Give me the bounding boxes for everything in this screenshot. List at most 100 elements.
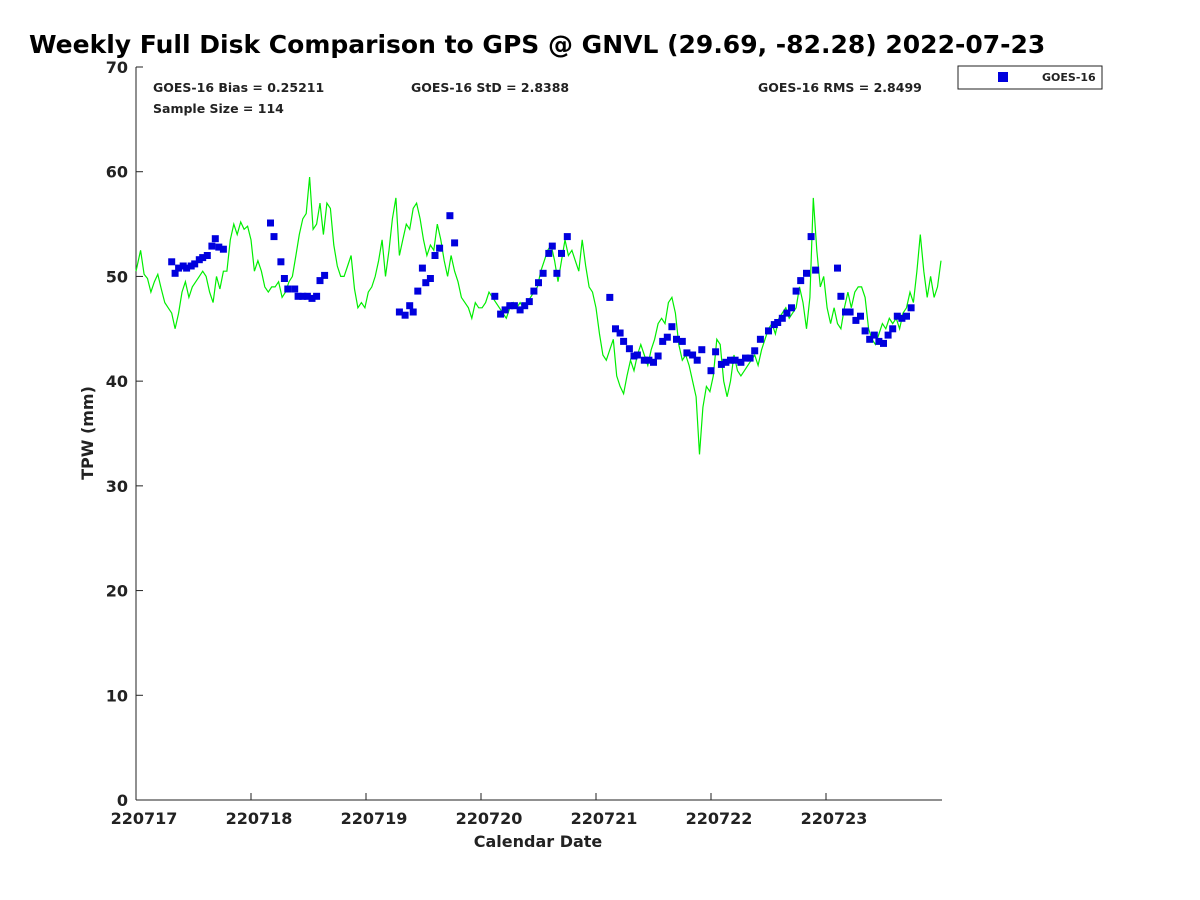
data-point (673, 335, 680, 343)
y-tick-label: 70 (106, 58, 128, 77)
stat-std: GOES-16 StD = 2.8388 (411, 80, 569, 95)
y-tick-label: 0 (117, 791, 128, 810)
data-point (521, 302, 529, 310)
x-tick-label: 220717 (111, 809, 178, 828)
data-point (663, 333, 671, 341)
data-point (406, 302, 414, 310)
y-tick-label: 50 (106, 267, 128, 286)
data-point (693, 356, 701, 364)
legend-marker (998, 72, 1008, 82)
data-point (842, 308, 849, 316)
data-point (183, 264, 191, 272)
data-point (510, 302, 518, 310)
x-tick-label: 220722 (686, 809, 753, 828)
data-point (834, 264, 841, 272)
data-point (683, 349, 691, 357)
data-point (553, 269, 561, 277)
data-point (678, 337, 686, 345)
legend-box (957, 65, 1103, 90)
data-point (497, 310, 505, 318)
stat-rms: GOES-16 RMS = 2.8499 (758, 80, 922, 95)
data-point (783, 309, 791, 317)
x-tick-label: 220720 (456, 809, 523, 828)
data-point (612, 325, 619, 333)
data-point (650, 358, 657, 366)
data-point (516, 306, 524, 314)
data-point (558, 249, 565, 257)
data-point (797, 277, 805, 285)
data-point (436, 244, 444, 252)
y-tick-label: 20 (106, 582, 128, 601)
data-point (501, 306, 509, 314)
data-point (880, 339, 887, 347)
data-point (208, 242, 216, 250)
data-point (803, 269, 810, 277)
y-axis-label: TPW (mm) (78, 386, 97, 480)
data-point (426, 275, 434, 282)
data-point (418, 264, 426, 272)
y-tick-label: 30 (106, 477, 128, 496)
data-point (267, 219, 274, 227)
data-point (211, 235, 219, 243)
data-point (535, 279, 542, 287)
data-point (889, 325, 897, 333)
data-point (727, 356, 734, 364)
data-point (303, 292, 311, 300)
series-line (135, 176, 942, 455)
data-point (270, 233, 278, 241)
data-point (171, 269, 179, 277)
data-point (812, 266, 820, 274)
y-ticks: 0 10 20 30 40 50 60 70 (106, 58, 143, 810)
legend: GOES-16 (957, 65, 1103, 90)
data-point (308, 294, 316, 302)
data-point (199, 254, 207, 262)
data-point (219, 245, 227, 253)
data-point (203, 252, 211, 259)
x-axis-label: Calendar Date (474, 832, 603, 851)
data-point (395, 308, 403, 316)
data-point (654, 352, 662, 360)
data-point (689, 351, 697, 359)
data-point (659, 337, 667, 345)
data-point (903, 312, 910, 320)
data-point (414, 287, 422, 295)
data-point (788, 304, 795, 312)
data-point (717, 360, 725, 368)
chart-title: Weekly Full Disk Comparison to GPS @ GNV… (29, 30, 1046, 59)
data-point (698, 346, 706, 354)
stat-bias: GOES-16 Bias = 0.25211 (153, 80, 324, 95)
plot-area (136, 67, 942, 800)
x-tick-label: 220723 (801, 809, 868, 828)
y-tick-label: 60 (106, 163, 128, 182)
data-point (284, 285, 292, 293)
data-point (746, 354, 754, 362)
data-point (778, 314, 786, 322)
data-point (731, 356, 739, 364)
data-point (857, 312, 864, 320)
data-point (530, 287, 538, 295)
data-point (422, 279, 430, 287)
data-point (277, 258, 285, 266)
data-point (491, 292, 499, 300)
data-point (401, 311, 409, 319)
data-point (756, 335, 764, 343)
data-point (525, 298, 533, 306)
data-point (316, 277, 324, 285)
x-ticks: 220717 220718 220719 220720 220721 220722 2207… (111, 793, 868, 828)
data-point (548, 242, 556, 250)
series-layer (135, 176, 942, 455)
data-point (616, 329, 624, 337)
data-point (625, 345, 633, 353)
data-point (280, 275, 288, 282)
data-point (563, 233, 571, 241)
data-point (870, 331, 878, 339)
data-point (451, 239, 459, 247)
data-point (898, 314, 906, 322)
data-point (640, 356, 648, 364)
data-point (191, 260, 199, 268)
data-point (846, 308, 854, 316)
data-point (861, 327, 869, 335)
data-point (168, 258, 176, 266)
data-point (722, 358, 730, 366)
